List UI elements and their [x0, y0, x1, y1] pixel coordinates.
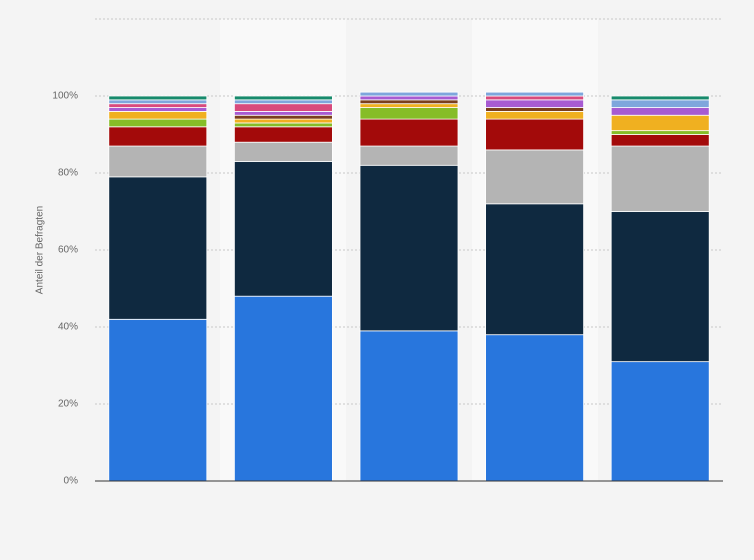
- bar-segment: [233, 118, 333, 124]
- bar-segment: [485, 107, 585, 112]
- bar-segment: [610, 361, 710, 482]
- bar-segment: [359, 164, 459, 332]
- y-tick-label: 80%: [58, 168, 78, 179]
- bar-segment: [233, 99, 333, 105]
- bar-segment: [485, 91, 585, 97]
- bar-segment: [108, 318, 208, 482]
- bar-segment: [485, 149, 585, 205]
- y-tick-label: 0%: [64, 476, 79, 487]
- bar-segment: [359, 91, 459, 97]
- bar-segment: [610, 130, 710, 135]
- bar-segment: [233, 103, 333, 112]
- y-axis-label: Anteil der Befragten: [35, 206, 46, 294]
- bar-segment: [485, 118, 585, 151]
- bar-segment: [233, 122, 333, 128]
- bar-segment: [359, 145, 459, 166]
- bar-segment: [359, 118, 459, 147]
- bar-segment: [610, 114, 710, 132]
- bar-segment: [610, 134, 710, 147]
- bar-segment: [610, 145, 710, 212]
- bar-segment: [233, 295, 333, 482]
- y-tick-label: 40%: [58, 322, 78, 333]
- bar-segment: [485, 111, 585, 120]
- bar-segment: [485, 99, 585, 108]
- bar-segment: [233, 141, 333, 162]
- bar-segment: [610, 95, 710, 101]
- bar-segment: [108, 99, 208, 105]
- bar-segment: [233, 161, 333, 297]
- bar-segment: [359, 107, 459, 120]
- bar-segment: [108, 107, 208, 112]
- y-tick-label: 100%: [52, 91, 78, 102]
- bar-segment: [485, 95, 585, 101]
- bar-segment: [108, 103, 208, 108]
- bar-segment: [108, 126, 208, 147]
- y-tick-label: 20%: [58, 399, 78, 410]
- bar-segment: [233, 114, 333, 120]
- bar-segment: [108, 111, 208, 120]
- bar-segment: [108, 118, 208, 128]
- bar-segment: [233, 111, 333, 116]
- bar-segment: [485, 334, 585, 482]
- bar-segment: [233, 95, 333, 101]
- bar-segment: [108, 95, 208, 101]
- bar-segment: [610, 107, 710, 116]
- y-tick-label: 60%: [58, 245, 78, 256]
- bar-segment: [359, 103, 459, 108]
- bar-segment: [108, 145, 208, 178]
- bar-segment: [610, 211, 710, 363]
- bar-segment: [485, 203, 585, 336]
- bar-segment: [359, 99, 459, 105]
- bar-segment: [359, 330, 459, 482]
- bar-segment: [610, 99, 710, 108]
- bar-segment: [233, 126, 333, 143]
- bar-segment: [359, 95, 459, 101]
- bar-segment: [108, 176, 208, 320]
